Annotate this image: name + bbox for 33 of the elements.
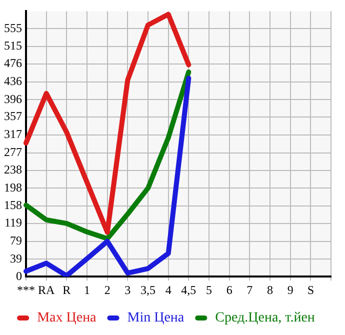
x-tick-label: 5 [206, 282, 212, 297]
x-tick-label: *** [17, 282, 35, 297]
y-tick-label: 39 [10, 251, 22, 266]
y-tick-label: 238 [4, 162, 22, 176]
y-tick-label: 119 [4, 216, 22, 230]
x-tick-label: RA [38, 282, 55, 297]
x-tick-label: 4,5 [181, 282, 196, 297]
y-tick-label: 158 [4, 198, 22, 212]
y-tick-label: 0 [16, 268, 22, 283]
x-tick-label: S [307, 282, 314, 297]
y-tick-label: 79 [10, 233, 22, 248]
y-tick-label: 357 [4, 109, 22, 124]
x-tick-label: R [62, 282, 71, 297]
x-tick-label: 2 [104, 282, 110, 297]
legend-label: Сред.Цена, т.йен [215, 310, 316, 326]
x-tick-label: 9 [287, 282, 294, 297]
x-tick-label: 4 [165, 282, 172, 297]
x-tick-label: 1 [84, 282, 90, 297]
y-tick-label: 555 [4, 20, 22, 35]
y-tick-label: 436 [4, 74, 22, 88]
x-tick-label: 3,5 [140, 282, 156, 297]
x-tick-label: 6 [226, 282, 232, 297]
y-tick-label: 515 [4, 38, 22, 53]
y-tick-label: 317 [4, 127, 22, 142]
x-tick-label: 3 [124, 282, 131, 297]
legend-label: Min Цена [127, 310, 185, 326]
x-tick-label: 8 [267, 282, 273, 297]
y-tick-label: 476 [4, 56, 22, 70]
y-tick-label: 198 [4, 180, 22, 194]
y-tick-label: 277 [4, 144, 22, 159]
x-tick-label: 7 [246, 282, 253, 297]
legend-label: Max Цена [37, 310, 98, 326]
y-tick-label: 396 [4, 92, 22, 106]
